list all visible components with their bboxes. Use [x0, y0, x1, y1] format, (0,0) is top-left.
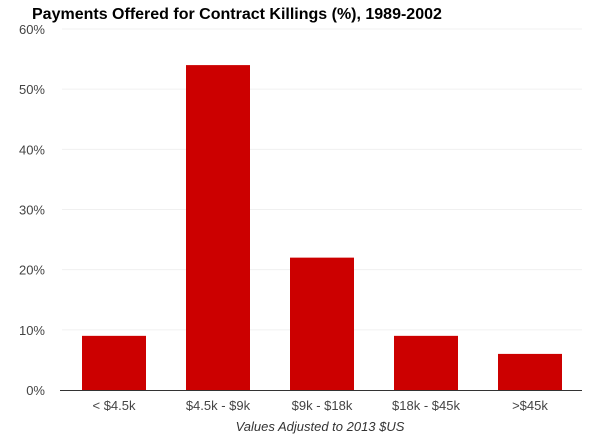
x-tick-label: < $4.5k — [92, 398, 136, 413]
y-tick-label: 30% — [19, 203, 45, 218]
y-tick-label: 0% — [26, 383, 45, 398]
x-tick-label: $9k - $18k — [292, 398, 353, 413]
y-tick-label: 20% — [19, 263, 45, 278]
bar — [498, 353, 562, 390]
y-tick-label: 10% — [19, 323, 45, 338]
bar — [394, 335, 458, 390]
x-tick-label: $18k - $45k — [392, 398, 460, 413]
bar — [290, 257, 354, 390]
y-tick-label: 50% — [19, 82, 45, 97]
x-axis-label: Values Adjusted to 2013 $US — [236, 419, 405, 434]
x-tick-label: >$45k — [512, 398, 548, 413]
bar — [186, 65, 250, 390]
y-tick-label: 60% — [19, 22, 45, 37]
y-tick-label: 40% — [19, 142, 45, 157]
bar — [82, 335, 146, 390]
x-tick-label: $4.5k - $9k — [186, 398, 251, 413]
chart-title: Payments Offered for Contract Killings (… — [32, 6, 442, 23]
